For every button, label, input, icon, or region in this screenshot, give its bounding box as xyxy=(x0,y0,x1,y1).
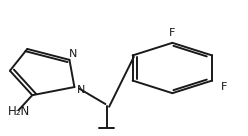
Text: F: F xyxy=(169,28,176,38)
Text: H₂N: H₂N xyxy=(7,105,30,118)
Text: F: F xyxy=(221,82,228,92)
Text: N: N xyxy=(76,85,85,95)
Text: N: N xyxy=(69,49,77,59)
